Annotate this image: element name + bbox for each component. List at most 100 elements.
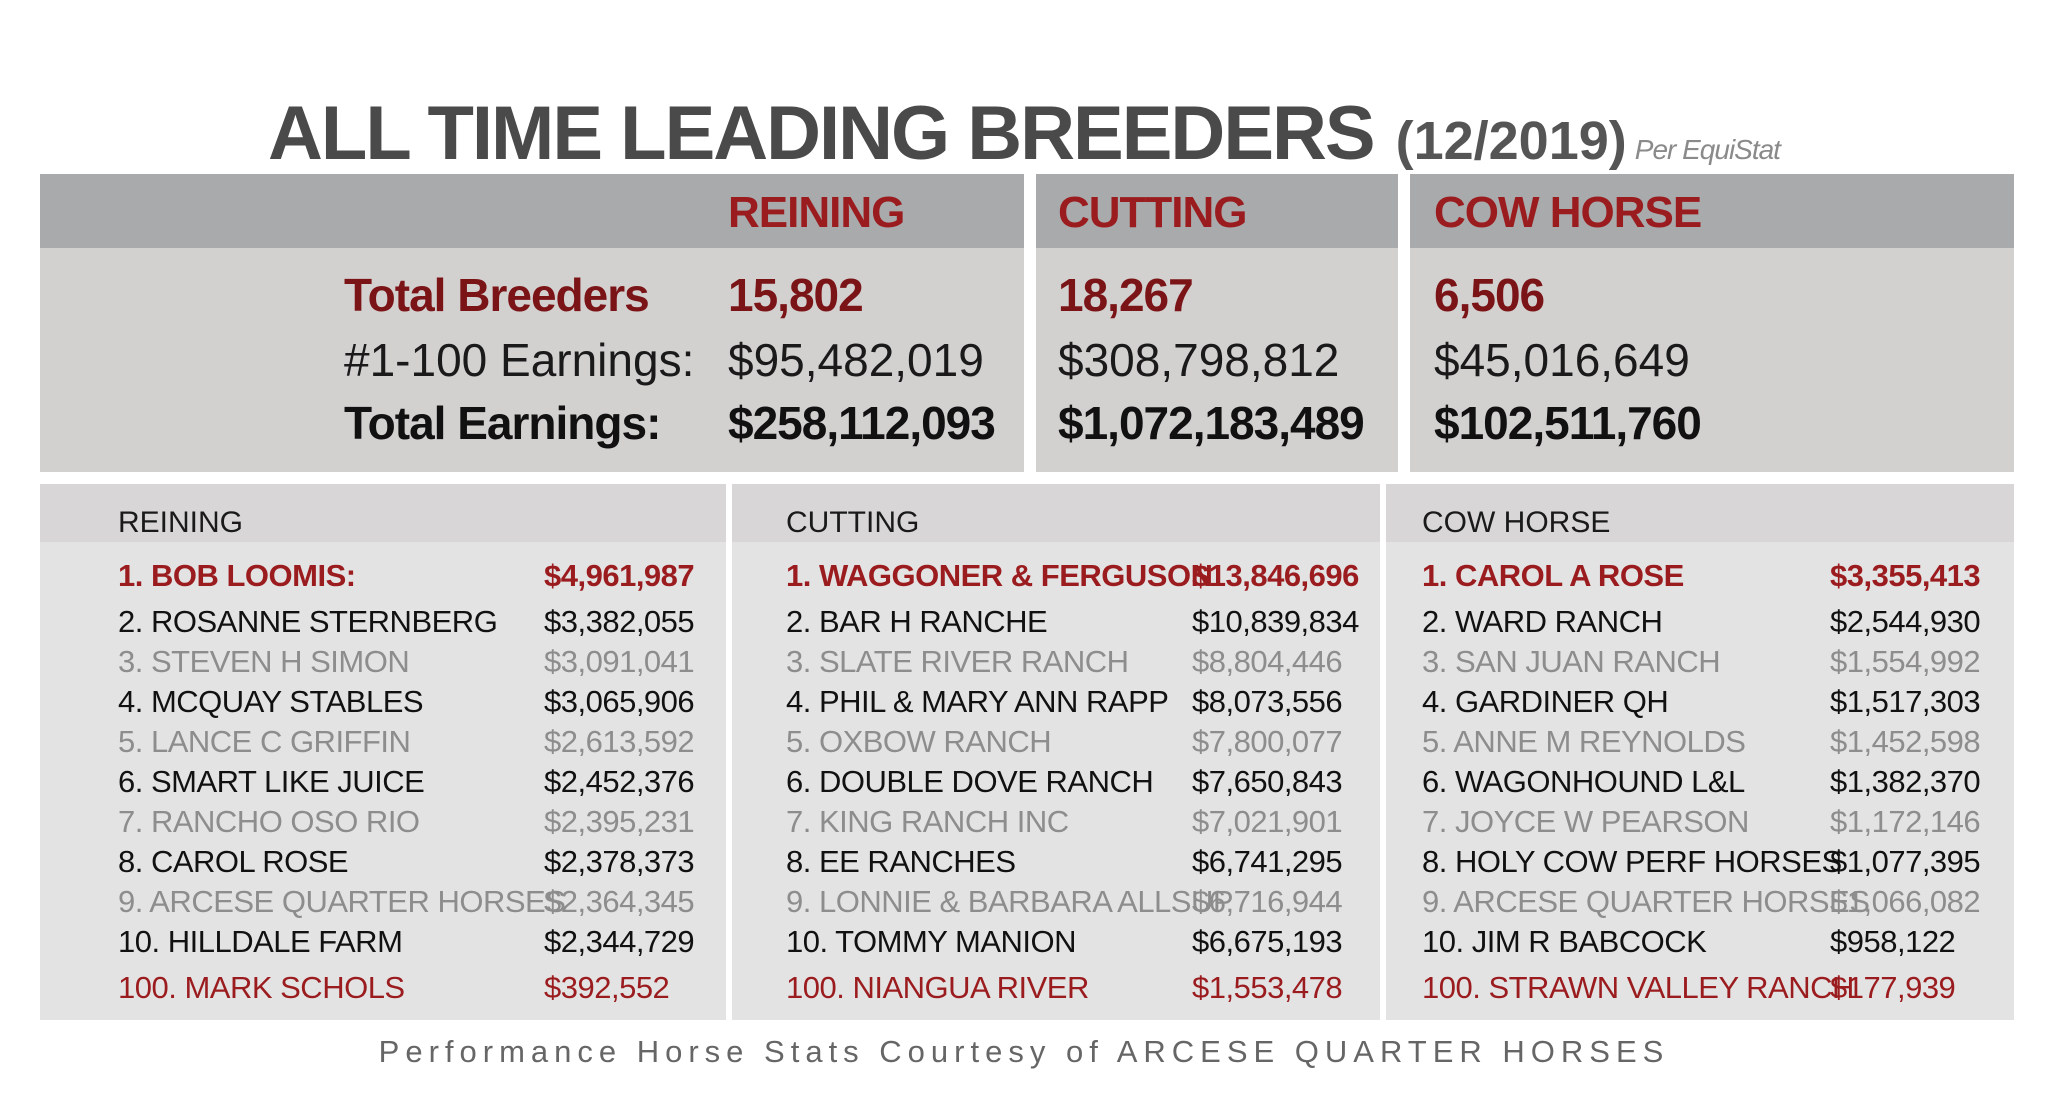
ranking-row: 10. HILLDALE FARM $2,344,729 — [118, 922, 695, 962]
ranking-row: 2. WARD RANCH $2,544,930 — [1422, 602, 1981, 642]
ranking-row: 1. BOB LOOMIS: $4,961,987 — [118, 556, 695, 602]
rankings-last-reining: 100. MARK SCHOLS $392,552 — [118, 970, 670, 1006]
breeder-earnings: $7,021,901 — [1192, 804, 1343, 839]
breeder-earnings: $2,452,376 — [544, 764, 695, 799]
title-row: ALL TIME LEADING BREEDERS (12/2019) Per … — [0, 90, 2048, 176]
ranking-row: 7. RANCHO OSO RIO $2,395,231 — [118, 802, 695, 842]
summary-value: $102,511,760 — [1434, 397, 1702, 449]
breeder-name: 1. WAGGONER & FERGUSON — [786, 558, 1213, 593]
summary-body-cowhorse — [1410, 248, 2014, 472]
ranking-row: 2. BAR H RANCHE $10,839,834 — [786, 602, 1359, 642]
ranking-row: 7. JOYCE W PEARSON $1,172,146 — [1422, 802, 1981, 842]
ranking-row: 5. ANNE M REYNOLDS $1,452,598 — [1422, 722, 1981, 762]
footer-credit: Performance Horse Stats Courtesy of ARCE… — [378, 1034, 1670, 1069]
breeder-earnings: $1,452,598 — [1830, 724, 1981, 759]
breeder-name: 5. LANCE C GRIFFIN — [118, 724, 411, 759]
rankings-body-cowhorse — [1386, 542, 2014, 1020]
summary-label-top100-earnings: #1-100 Earnings: — [344, 334, 695, 386]
breeder-earnings: $8,804,446 — [1192, 644, 1343, 679]
rankings-body-reining — [40, 542, 726, 1020]
ranking-row: 5. OXBOW RANCH $7,800,077 — [786, 722, 1359, 762]
ranking-row: 5. LANCE C GRIFFIN $2,613,592 — [118, 722, 695, 762]
ranking-row: 1. WAGGONER & FERGUSON $13,846,696 — [786, 556, 1359, 602]
ranking-row: 10. JIM R BABCOCK $958,122 — [1422, 922, 1980, 962]
breeder-earnings: $2,613,592 — [544, 724, 695, 759]
breeder-earnings: $2,395,231 — [544, 804, 695, 839]
rankings-header-cutting — [732, 484, 1380, 542]
breeder-name: 10. JIM R BABCOCK — [1422, 924, 1707, 959]
summary-body-cutting — [1036, 248, 1398, 472]
breeder-earnings: $2,344,729 — [544, 924, 695, 959]
summary-label-total-breeders: Total Breeders — [344, 269, 650, 321]
ranking-row: 10. TOMMY MANION $6,675,193 — [786, 922, 1359, 962]
breeder-name: 9. ARCESE QUARTER HORSES — [118, 884, 566, 919]
ranking-row: 7. KING RANCH INC $7,021,901 — [786, 802, 1359, 842]
breeder-name: 7. JOYCE W PEARSON — [1422, 804, 1749, 839]
breeder-earnings: $1,554,992 — [1830, 644, 1981, 679]
breeder-earnings: $7,800,077 — [1192, 724, 1343, 759]
breeder-earnings: $3,065,906 — [544, 684, 695, 719]
summary-value: 6,506 — [1434, 269, 1545, 321]
breeder-earnings: $1,553,478 — [1192, 970, 1343, 1005]
summary-value: $1,072,183,489 — [1058, 397, 1365, 449]
breeder-name: 100. NIANGUA RIVER — [786, 970, 1089, 1005]
summary-col-reining: REINING — [728, 188, 905, 237]
breeder-name: 6. SMART LIKE JUICE — [118, 764, 425, 799]
ranking-row: 4. MCQUAY STABLES $3,065,906 — [118, 682, 695, 722]
rankings-title-cowhorse: COW HORSE — [1422, 506, 1611, 539]
breeder-name: 2. BAR H RANCHE — [786, 604, 1048, 639]
ranking-row: 8. HOLY COW PERF HORSES $1,077,395 — [1422, 842, 1981, 882]
breeder-earnings: $10,839,834 — [1192, 604, 1359, 639]
breeder-earnings: $6,716,944 — [1192, 884, 1343, 919]
breeder-earnings: $3,382,055 — [544, 604, 695, 639]
summary-value: $45,016,649 — [1434, 334, 1690, 386]
breeder-name: 9. ARCESE QUARTER HORSES — [1422, 884, 1870, 919]
rankings-title-cutting: CUTTING — [786, 506, 920, 539]
breeder-earnings: $6,741,295 — [1192, 844, 1343, 879]
summary-value: 18,267 — [1058, 269, 1194, 321]
breeder-earnings: $1,066,082 — [1830, 884, 1981, 919]
breeder-name: 2. ROSANNE STERNBERG — [118, 604, 498, 639]
ranking-row: 3. STEVEN H SIMON $3,091,041 — [118, 642, 695, 682]
breeder-earnings: $2,364,345 — [544, 884, 695, 919]
rankings-list-cowhorse: 1. CAROL A ROSE $3,355,413 2. WARD RANCH $2… — [1422, 556, 1981, 962]
summary-header-cutting — [1036, 174, 1398, 248]
ranking-row: 6. DOUBLE DOVE RANCH $7,650,843 — [786, 762, 1359, 802]
breeder-name: 2. WARD RANCH — [1422, 604, 1663, 639]
breeder-earnings: $2,544,930 — [1830, 604, 1981, 639]
breeder-name: 10. TOMMY MANION — [786, 924, 1077, 959]
breeder-name: 10. HILLDALE FARM — [118, 924, 403, 959]
breeder-earnings: $1,382,370 — [1830, 764, 1981, 799]
breeder-earnings: $1,172,146 — [1830, 804, 1981, 839]
breeder-earnings: $177,939 — [1830, 970, 1956, 1005]
rankings-body-cutting — [732, 542, 1380, 1020]
breeder-earnings: $8,073,556 — [1192, 684, 1343, 719]
breeder-name: 6. WAGONHOUND L&L — [1422, 764, 1745, 799]
summary-col-cowhorse: COW HORSE — [1434, 188, 1702, 237]
summary-value: $258,112,093 — [728, 397, 996, 449]
rankings-list-reining: 1. BOB LOOMIS: $4,961,987 2. ROSANNE STERN… — [118, 556, 695, 962]
page-title: ALL TIME LEADING BREEDERS — [268, 91, 1376, 176]
breeder-name: 1. CAROL A ROSE — [1422, 558, 1684, 593]
breeder-name: 7. KING RANCH INC — [786, 804, 1069, 839]
summary-header-cowhorse — [1410, 174, 2014, 248]
breeder-earnings: $6,675,193 — [1192, 924, 1343, 959]
breeder-name: 8. CAROL ROSE — [118, 844, 349, 879]
ranking-row: 4. GARDINER QH $1,517,303 — [1422, 682, 1981, 722]
breeder-name: 9. LONNIE & BARBARA ALLSUP — [786, 884, 1234, 919]
summary-col-cutting: CUTTING — [1058, 188, 1248, 237]
breeder-earnings: $958,122 — [1830, 924, 1956, 959]
breeder-name: 5. OXBOW RANCH — [786, 724, 1052, 759]
ranking-row: 8. CAROL ROSE $2,378,373 — [118, 842, 695, 882]
ranking-row: 8. EE RANCHES $6,741,295 — [786, 842, 1359, 882]
title-source: Per EquiStat — [1634, 134, 1781, 165]
breeder-earnings: $3,091,041 — [544, 644, 695, 679]
breeder-name: 3. STEVEN H SIMON — [118, 644, 410, 679]
breeder-name: 7. RANCHO OSO RIO — [118, 804, 420, 839]
breeder-name: 1. BOB LOOMIS: — [118, 558, 356, 593]
breeder-name: 100. MARK SCHOLS — [118, 970, 405, 1005]
breeder-earnings: $2,378,373 — [544, 844, 695, 879]
title-date: (12/2019) — [1395, 111, 1627, 171]
ranking-row: 6. WAGONHOUND L&L $1,382,370 — [1422, 762, 1981, 802]
breeder-earnings: $1,077,395 — [1830, 844, 1981, 879]
